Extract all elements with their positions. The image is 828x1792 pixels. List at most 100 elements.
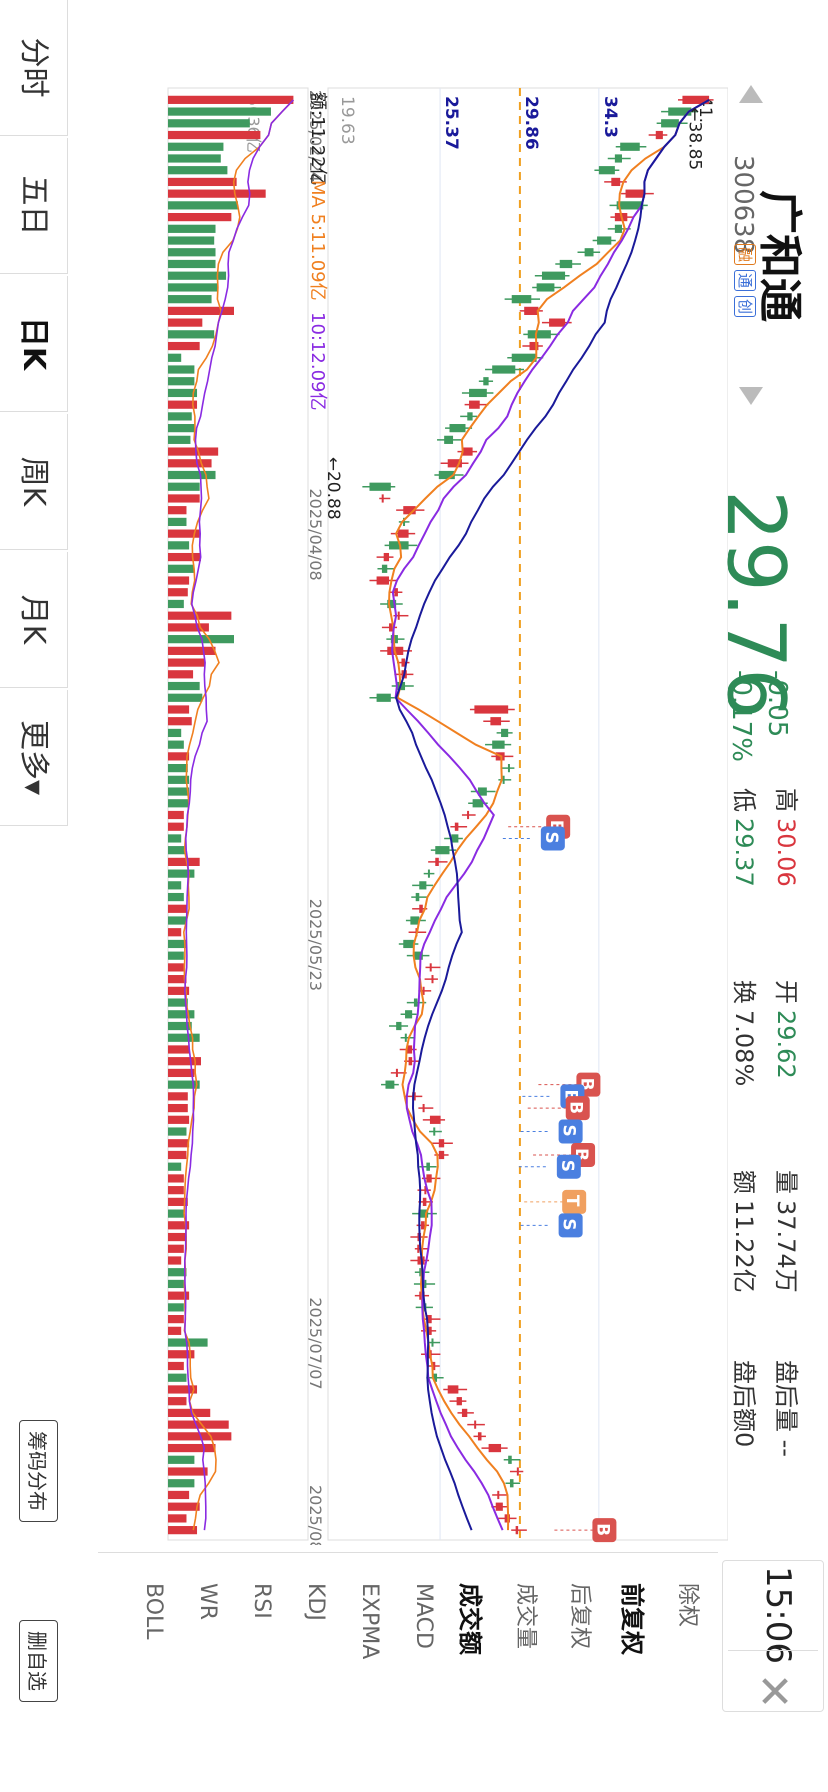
trade-marker[interactable] — [592, 1518, 617, 1543]
volume-bar — [167, 846, 186, 855]
indicator-option-1[interactable]: 前复权 — [618, 1583, 646, 1655]
volume-bar — [168, 928, 182, 937]
candle-body — [477, 1432, 482, 1441]
stock-code: 300638 — [728, 155, 758, 255]
after-hours-volume: 盘后量 -- — [772, 1360, 800, 1457]
candle-body — [417, 1244, 420, 1253]
period-tab-1[interactable]: 五日 — [0, 138, 68, 274]
trade-marker-label: S — [557, 1160, 577, 1172]
candle-body — [584, 248, 594, 257]
trade-marker[interactable] — [540, 826, 565, 851]
volume-bar — [168, 552, 201, 562]
trade-marker[interactable] — [558, 1213, 583, 1238]
candle-body — [389, 623, 393, 632]
trade-marker[interactable] — [562, 1189, 587, 1214]
volume-bar — [168, 963, 184, 972]
close-icon[interactable]: ✕ — [728, 1650, 818, 1731]
candle-body — [501, 728, 509, 738]
candle-body — [403, 939, 414, 949]
volume-bar — [168, 283, 219, 292]
volume-bar — [167, 705, 190, 714]
volume-bar — [168, 1186, 184, 1195]
candle-body — [620, 142, 640, 151]
indicator-option-8[interactable]: RSI — [249, 1583, 274, 1619]
candle-body — [422, 1197, 427, 1206]
period-tab-2[interactable]: 日K — [0, 276, 68, 412]
candle-body — [376, 576, 390, 585]
next-stock-arrow-icon[interactable] — [739, 387, 763, 405]
candle-body — [456, 1397, 462, 1406]
candle-body — [427, 869, 430, 878]
volume-bar — [168, 1420, 229, 1429]
indicator-option-10[interactable]: BOLL — [141, 1583, 166, 1640]
candle-body — [492, 740, 505, 749]
volume-bar — [167, 1338, 208, 1347]
indicator-option-2[interactable]: 后复权 — [567, 1583, 592, 1650]
period-tab-5[interactable]: 更多▾ — [0, 690, 68, 826]
price-axis-label: 19.63 — [337, 96, 357, 145]
connect-tag: 通 — [734, 270, 756, 292]
candle-body — [661, 119, 679, 128]
volume-bar — [168, 822, 184, 831]
volume-bar — [167, 212, 232, 222]
indicator-option-9[interactable]: WR — [195, 1583, 220, 1621]
price-panel-frame — [327, 87, 728, 1541]
volume-bar — [167, 1103, 188, 1113]
volume-bar — [167, 95, 294, 104]
candle-body — [447, 1385, 459, 1394]
candle-body — [431, 1338, 434, 1347]
chip-distribution-button[interactable]: 筹码分布 — [19, 1420, 58, 1522]
remove-watchlist-button[interactable]: 删自选 — [19, 1620, 58, 1702]
candle-body — [483, 377, 489, 386]
date-label: 2025/04/08 — [306, 488, 325, 580]
volume-bar — [168, 564, 195, 573]
indicator-option-5[interactable]: MACD — [411, 1583, 436, 1649]
candle-body — [397, 529, 409, 538]
indicator-option-7[interactable]: KDJ — [303, 1583, 328, 1621]
volume-bar — [167, 1502, 200, 1511]
volume-bar — [168, 1162, 182, 1171]
indicator-option-0[interactable]: 除权 — [675, 1583, 700, 1628]
volume-bar — [167, 1514, 187, 1523]
period-tab-0[interactable]: 分时 — [0, 0, 68, 136]
volume-bar — [168, 1326, 182, 1335]
volume-bar — [167, 799, 190, 808]
volume-bar — [167, 494, 200, 503]
volume-bar — [167, 1291, 190, 1300]
volume-bar — [168, 424, 195, 433]
period-tab-3[interactable]: 周K — [0, 414, 68, 550]
volume-bar — [167, 388, 198, 398]
candle-body — [394, 588, 398, 597]
candle-body — [492, 365, 516, 374]
volume-bar — [168, 1315, 184, 1324]
candle-body — [515, 1526, 519, 1535]
volume-bar — [168, 177, 237, 187]
candle-body — [429, 963, 432, 972]
prev-stock-arrow-icon[interactable] — [739, 85, 763, 103]
candle-body — [469, 400, 480, 409]
chinext-tag: 创 — [734, 296, 756, 318]
trade-marker[interactable] — [556, 1154, 581, 1179]
volume-bar — [168, 330, 215, 339]
volume-bar — [168, 1021, 192, 1031]
period-tab-4[interactable]: 月K — [0, 552, 68, 688]
trade-marker[interactable] — [558, 1119, 583, 1144]
date-label: 2025/07/07 — [306, 1297, 325, 1389]
trade-marker[interactable] — [565, 1096, 590, 1121]
volume-ma10-line — [184, 99, 294, 1531]
volume-bar — [168, 142, 224, 151]
after-hours-amount: 盘后额0 — [730, 1360, 758, 1448]
volume-bar — [168, 881, 182, 890]
indicator-option-3[interactable]: 成交量 — [513, 1583, 538, 1650]
indicator-option-6[interactable]: EXPMA — [357, 1583, 382, 1660]
volume-bar — [168, 1174, 184, 1183]
indicator-option-4[interactable]: 成交额 — [456, 1583, 484, 1655]
high-marker: ←38.85 — [685, 107, 705, 170]
volume-bar — [167, 130, 261, 140]
candle-body — [369, 482, 391, 491]
trade-marker-label: T — [562, 1195, 582, 1207]
volume-bar — [167, 189, 266, 198]
volume-bar — [167, 1092, 188, 1101]
volume-bar — [167, 1432, 232, 1441]
